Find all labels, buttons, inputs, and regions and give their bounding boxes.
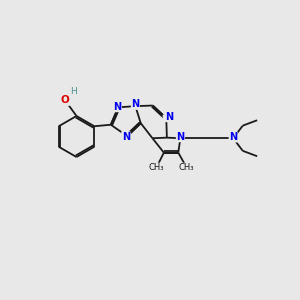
FancyBboxPatch shape	[180, 164, 193, 172]
Text: N: N	[113, 102, 121, 112]
Text: O: O	[61, 95, 70, 105]
Text: H: H	[70, 88, 77, 97]
FancyBboxPatch shape	[132, 103, 139, 110]
Text: N: N	[122, 132, 130, 142]
Text: N: N	[165, 112, 173, 122]
FancyBboxPatch shape	[61, 97, 69, 104]
Text: CH₃: CH₃	[179, 163, 194, 172]
FancyBboxPatch shape	[230, 135, 237, 142]
FancyBboxPatch shape	[150, 164, 163, 172]
FancyBboxPatch shape	[124, 133, 131, 140]
Text: N: N	[176, 132, 184, 142]
Text: N: N	[131, 99, 140, 109]
FancyBboxPatch shape	[163, 115, 170, 122]
Text: CH₃: CH₃	[148, 163, 164, 172]
FancyBboxPatch shape	[177, 135, 184, 142]
FancyBboxPatch shape	[115, 104, 122, 111]
Text: N: N	[229, 132, 237, 142]
